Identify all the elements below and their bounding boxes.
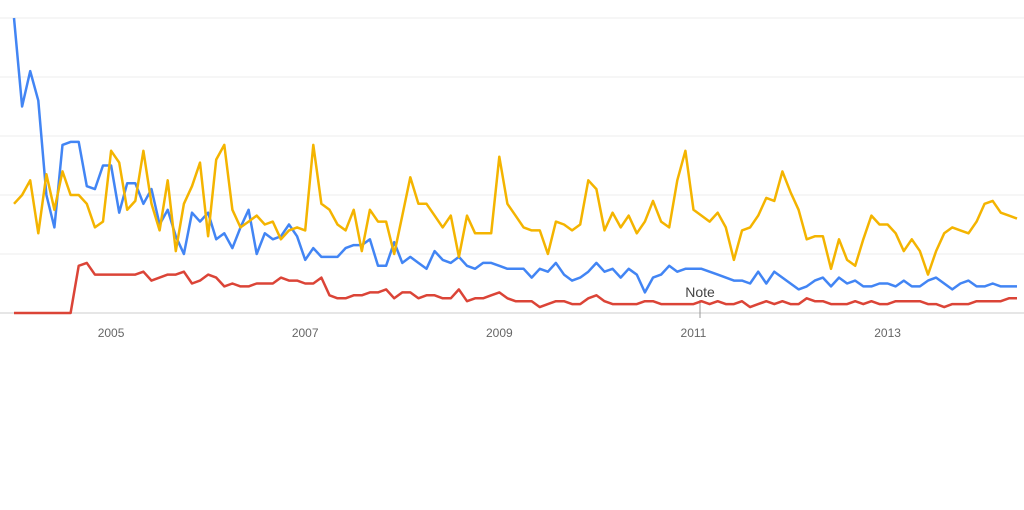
x-tick-label: 2013	[874, 326, 901, 340]
x-tick-label: 2009	[486, 326, 513, 340]
line-series	[13, 143, 1018, 276]
line-series	[12, 17, 1017, 294]
x-tick-label: 2011	[681, 326, 707, 340]
x-tick-label: 2005	[98, 326, 125, 340]
x-tick-label: 2007	[292, 326, 319, 340]
line-series	[14, 261, 1017, 315]
annotation: Note	[685, 284, 715, 300]
